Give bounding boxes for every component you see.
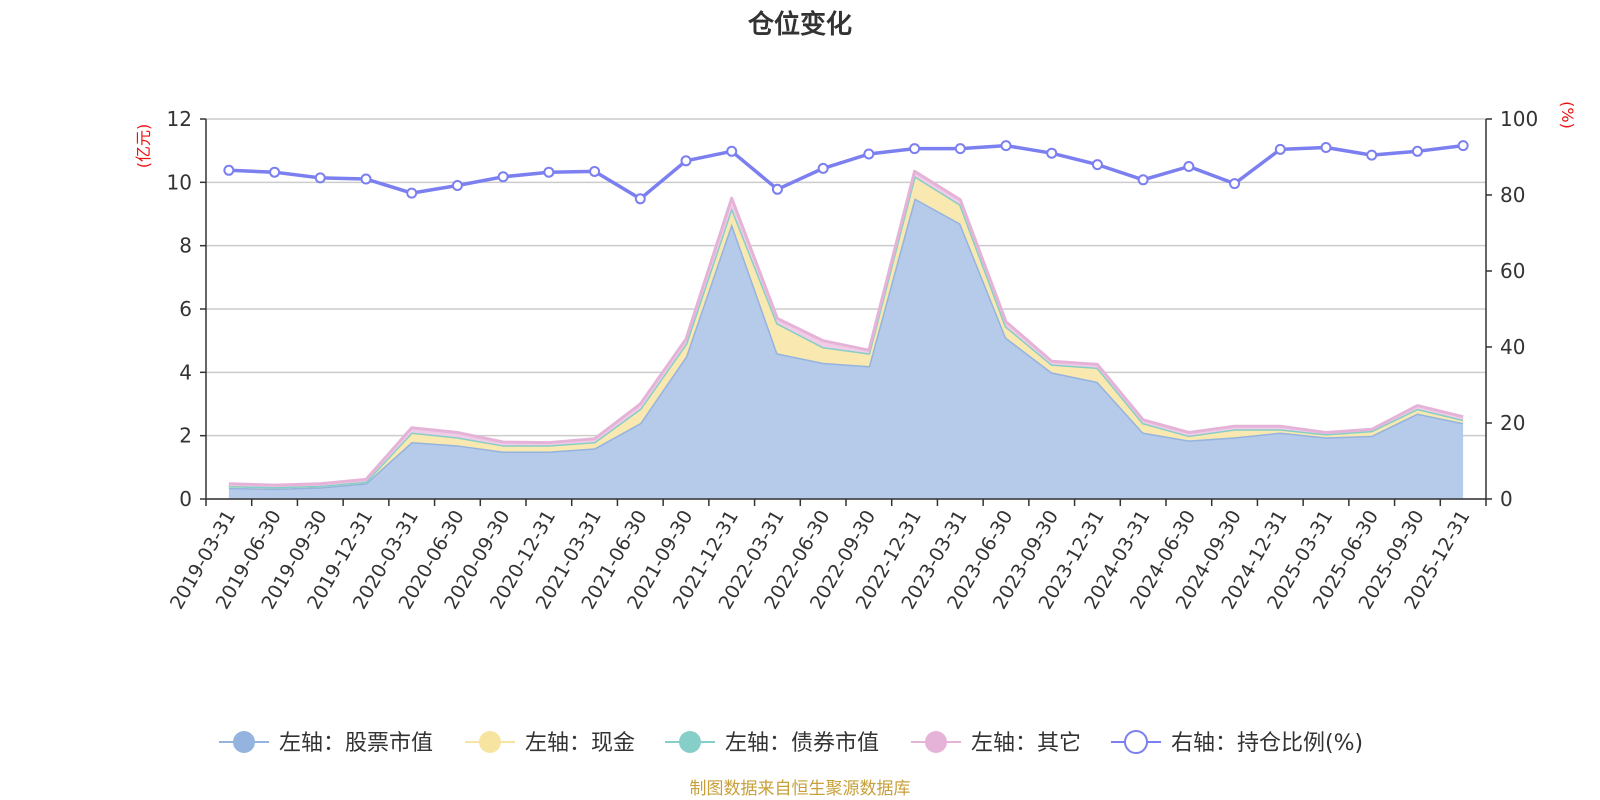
legend[interactable]: 左轴：股票市值 左轴：现金 左轴：债券市值 左轴：其它 右轴：持仓比例(%) [219, 730, 1363, 756]
right-tick-label: 20 [1500, 411, 1525, 435]
ratio-line [228, 143, 1464, 201]
ratio-point[interactable] [269, 166, 281, 178]
ratio-point[interactable] [1137, 174, 1149, 186]
ratio-point[interactable] [909, 143, 921, 155]
ratio-point[interactable] [451, 180, 463, 191]
right-tick-label: 100 [1500, 107, 1538, 131]
legend-item[interactable]: 左轴：现金 [465, 731, 635, 756]
legend-marker [679, 731, 701, 753]
legend-item[interactable]: 左轴：股票市值 [219, 731, 433, 756]
left-tick-label: 6 [179, 297, 192, 321]
area-series [228, 169, 1464, 499]
legend-label: 左轴：股票市值 [279, 731, 433, 756]
ratio-point[interactable] [1411, 145, 1423, 157]
chart-title: 仓位变化 [747, 9, 852, 40]
ratio-point[interactable] [680, 155, 692, 167]
legend-item[interactable]: 左轴：其它 [911, 731, 1081, 756]
right-axis-unit: (%) [1558, 101, 1577, 129]
ratio-point[interactable] [314, 172, 326, 184]
area-0-fill [228, 198, 1464, 499]
legend-label: 左轴：现金 [525, 731, 635, 756]
legend-marker [233, 731, 255, 753]
legend-item[interactable]: 右轴：持仓比例(%) [1111, 730, 1363, 756]
ratio-point[interactable] [543, 166, 555, 178]
left-tick-label: 10 [167, 170, 192, 194]
ratio-point[interactable] [726, 145, 738, 157]
ratio-point[interactable] [589, 165, 601, 177]
ratio-point[interactable] [1091, 159, 1103, 171]
legend-marker [925, 731, 947, 753]
left-tick-label: 2 [179, 424, 192, 448]
left-tick-label: 12 [167, 107, 192, 131]
ratio-point[interactable] [360, 173, 372, 185]
ratio-point[interactable] [771, 183, 783, 195]
legend-label: 左轴：其它 [971, 731, 1081, 756]
legend-marker [479, 731, 501, 753]
left-tick-label: 4 [179, 360, 192, 384]
right-tick-label: 40 [1500, 335, 1525, 359]
ratio-point[interactable] [1274, 143, 1286, 155]
ratio-point[interactable] [954, 143, 966, 155]
area-3-line [228, 169, 1464, 487]
ratio-series [223, 140, 1469, 205]
legend-label: 右轴：持仓比例(%) [1171, 731, 1363, 756]
ratio-point[interactable] [1457, 140, 1469, 152]
left-tick-label: 0 [179, 487, 192, 511]
left-tick-label: 8 [179, 234, 192, 258]
ratio-point[interactable] [1366, 149, 1378, 161]
ratio-point[interactable] [497, 171, 509, 183]
legend-marker [1124, 730, 1148, 754]
ratio-point[interactable] [1183, 161, 1195, 172]
ratio-point[interactable] [817, 162, 829, 174]
ratio-point[interactable] [1000, 140, 1012, 152]
ratio-point[interactable] [1046, 147, 1058, 159]
right-tick-label: 60 [1500, 259, 1525, 283]
right-tick-label: 80 [1500, 183, 1525, 207]
legend-label: 左轴：债券市值 [725, 731, 879, 756]
ratio-point[interactable] [223, 164, 235, 176]
legend-item[interactable]: 左轴：债券市值 [665, 731, 879, 756]
ratio-point[interactable] [406, 187, 418, 199]
data-source-note: 制图数据来自恒生聚源数据库 [690, 779, 911, 799]
ratio-point[interactable] [1320, 142, 1332, 153]
left-axis-unit: (亿元) [134, 124, 153, 169]
ratio-point[interactable] [863, 148, 875, 160]
right-tick-label: 0 [1500, 487, 1513, 511]
ratio-point[interactable] [1229, 178, 1241, 190]
ratio-point[interactable] [634, 193, 646, 205]
